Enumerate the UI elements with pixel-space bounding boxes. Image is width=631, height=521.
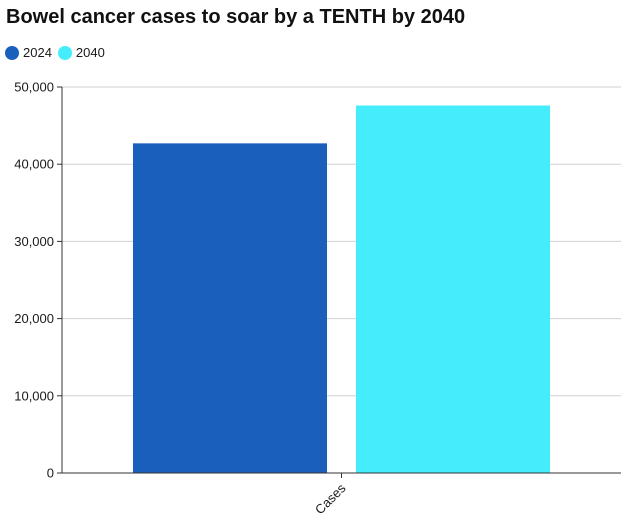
y-tick-label: 40,000 (14, 157, 54, 172)
legend-item-2040[interactable]: 2040 (57, 45, 105, 60)
legend-item-2024[interactable]: 2024 (5, 45, 52, 60)
chart-title: Bowel cancer cases to soar by a TENTH by… (6, 6, 466, 28)
y-tick-label: 10,000 (14, 388, 54, 403)
y-tick-label: 30,000 (14, 234, 54, 249)
legend-label-2040: 2040 (75, 45, 105, 60)
bar-2040[interactable] (356, 105, 550, 473)
legend-swatch-2024 (5, 45, 19, 60)
legend: 2024 2040 (5, 45, 105, 60)
bar-2024[interactable] (133, 143, 327, 473)
y-tick-label: 50,000 (14, 80, 54, 95)
y-tick-label: 0 (47, 466, 54, 481)
legend-label-2024: 2024 (23, 45, 52, 60)
x-tick-label: Cases (312, 480, 349, 517)
y-tick-label: 20,000 (14, 311, 54, 326)
legend-swatch-2040 (57, 45, 72, 60)
bars (133, 105, 550, 473)
